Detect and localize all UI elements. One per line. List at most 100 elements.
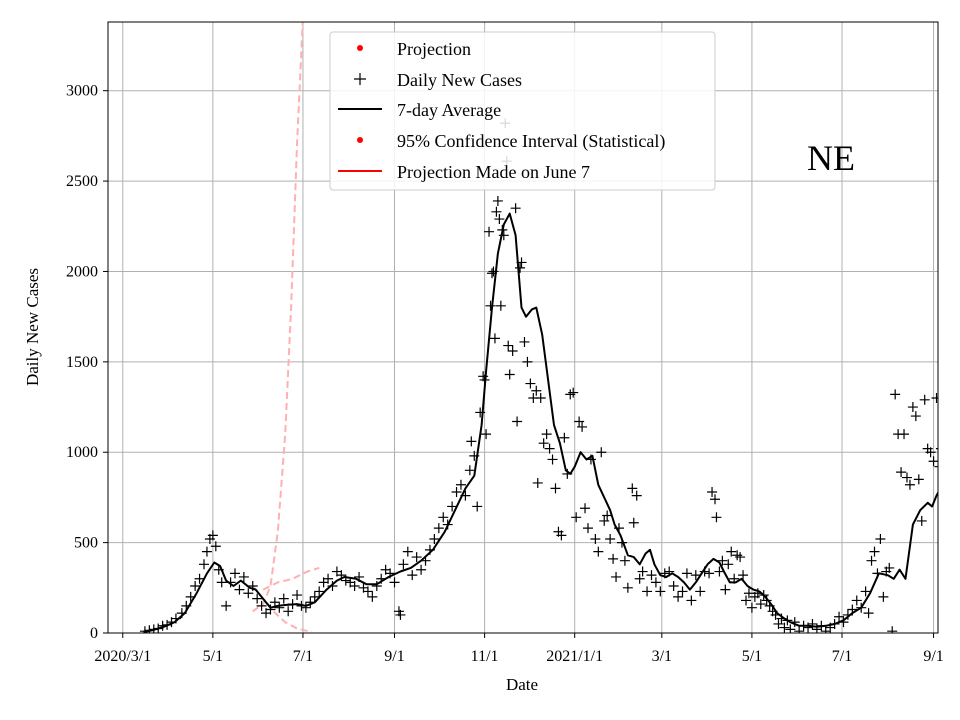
daily-case-point <box>738 570 749 581</box>
plot-frame <box>107 21 939 634</box>
daily-case-point <box>252 593 263 604</box>
x-tick-label: 9/1 <box>923 648 943 665</box>
daily-case-point <box>650 577 661 588</box>
daily-case-point <box>323 573 334 584</box>
daily-case-point <box>216 577 227 588</box>
x-tick-label: 5/1 <box>742 648 762 665</box>
daily-case-point <box>807 618 818 629</box>
x-tick-label: 7/1 <box>832 648 852 665</box>
daily-case-point <box>568 387 579 398</box>
daily-case-point <box>794 626 805 633</box>
daily-case-point <box>547 454 558 465</box>
daily-case-point <box>714 566 725 577</box>
axes-layer <box>107 21 939 634</box>
daily-case-point <box>207 530 218 541</box>
daily-case-point <box>593 546 604 557</box>
legend-daily-cases-marker <box>354 73 366 85</box>
daily-case-point <box>190 581 201 591</box>
daily-case-point <box>230 568 241 579</box>
daily-case-point <box>438 512 449 523</box>
daily-case-point <box>367 591 378 602</box>
daily-case-point <box>907 402 918 413</box>
daily-case-point <box>875 534 886 544</box>
legend-confidence-label: 95% Confidence Interval (Statistical) <box>397 131 665 152</box>
daily-case-point <box>866 555 877 566</box>
daily-case-point <box>726 546 737 557</box>
projection-made-on-june-7-lower-line <box>942 494 960 629</box>
legend-average-label: 7-day Average <box>397 100 501 120</box>
daily-case-point <box>931 393 938 403</box>
daily-case-point <box>668 581 679 591</box>
daily-case-point <box>278 593 289 604</box>
y-tick-label: 2000 <box>66 263 98 280</box>
daily-case-point <box>608 553 619 564</box>
daily-case-point <box>646 570 657 581</box>
daily-case-point <box>686 595 697 606</box>
daily-case-point <box>860 586 871 597</box>
daily-case-point <box>695 586 706 597</box>
projection-point <box>953 475 960 483</box>
daily-case-point <box>690 570 701 581</box>
daily-case-point <box>398 559 409 570</box>
daily-case-point <box>300 602 311 613</box>
x-tick-label: 9/1 <box>384 648 404 665</box>
daily-case-point <box>201 546 212 557</box>
daily-new-cases-layer <box>139 118 938 633</box>
daily-case-point <box>481 429 492 440</box>
daily-case-point <box>574 416 585 427</box>
daily-case-point <box>863 608 874 619</box>
daily-case-point <box>314 586 325 597</box>
daily-case-point <box>389 577 400 588</box>
legend-box <box>329 31 716 191</box>
y-tick-label: 1500 <box>66 354 98 371</box>
daily-case-point <box>519 336 530 347</box>
daily-case-point <box>535 393 546 403</box>
daily-case-point <box>925 447 936 458</box>
daily-case-point <box>704 568 715 579</box>
daily-case-point <box>884 562 895 573</box>
daily-case-point <box>433 523 444 534</box>
daily-case-point <box>571 512 582 523</box>
daily-case-point <box>709 494 720 505</box>
daily-case-point <box>492 195 503 206</box>
daily-case-point <box>899 429 910 440</box>
daily-case-point <box>464 465 475 476</box>
daily-case-point <box>596 447 607 458</box>
daily-case-point <box>309 591 320 602</box>
daily-case-point <box>755 599 766 610</box>
daily-case-point <box>371 581 382 591</box>
x-tick-label: 5/1 <box>203 648 223 665</box>
daily-case-point <box>522 356 533 367</box>
daily-case-point <box>677 586 688 597</box>
daily-case-point <box>507 346 518 356</box>
daily-case-point <box>447 501 458 512</box>
daily-case-point <box>495 300 506 311</box>
daily-case-point <box>580 503 591 514</box>
daily-case-point <box>407 570 418 581</box>
daily-case-point <box>934 466 938 468</box>
daily-case-point <box>723 559 734 570</box>
daily-case-point <box>637 566 648 577</box>
earlier-projection-layer <box>251 22 320 633</box>
daily-case-point <box>717 555 728 566</box>
projection-point <box>946 481 954 489</box>
daily-case-point <box>538 438 549 449</box>
daily-case-point <box>779 622 790 633</box>
daily-case-point <box>503 340 514 351</box>
daily-case-point <box>878 591 889 602</box>
daily-case-point <box>349 581 360 591</box>
daily-case-point <box>416 564 427 575</box>
daily-case-point <box>559 432 570 443</box>
daily-case-point <box>741 595 752 606</box>
daily-case-point <box>773 618 784 629</box>
daily-case-point <box>642 586 653 597</box>
daily-case-point <box>525 378 536 389</box>
daily-case-point <box>532 477 543 488</box>
x-axis-label: Date <box>506 675 538 694</box>
daily-case-point <box>910 411 921 422</box>
x-tick-label: 11/1 <box>471 648 499 665</box>
daily-case-point <box>611 571 622 582</box>
legend-confidence-marker <box>357 137 363 143</box>
daily-case-point <box>887 626 898 633</box>
